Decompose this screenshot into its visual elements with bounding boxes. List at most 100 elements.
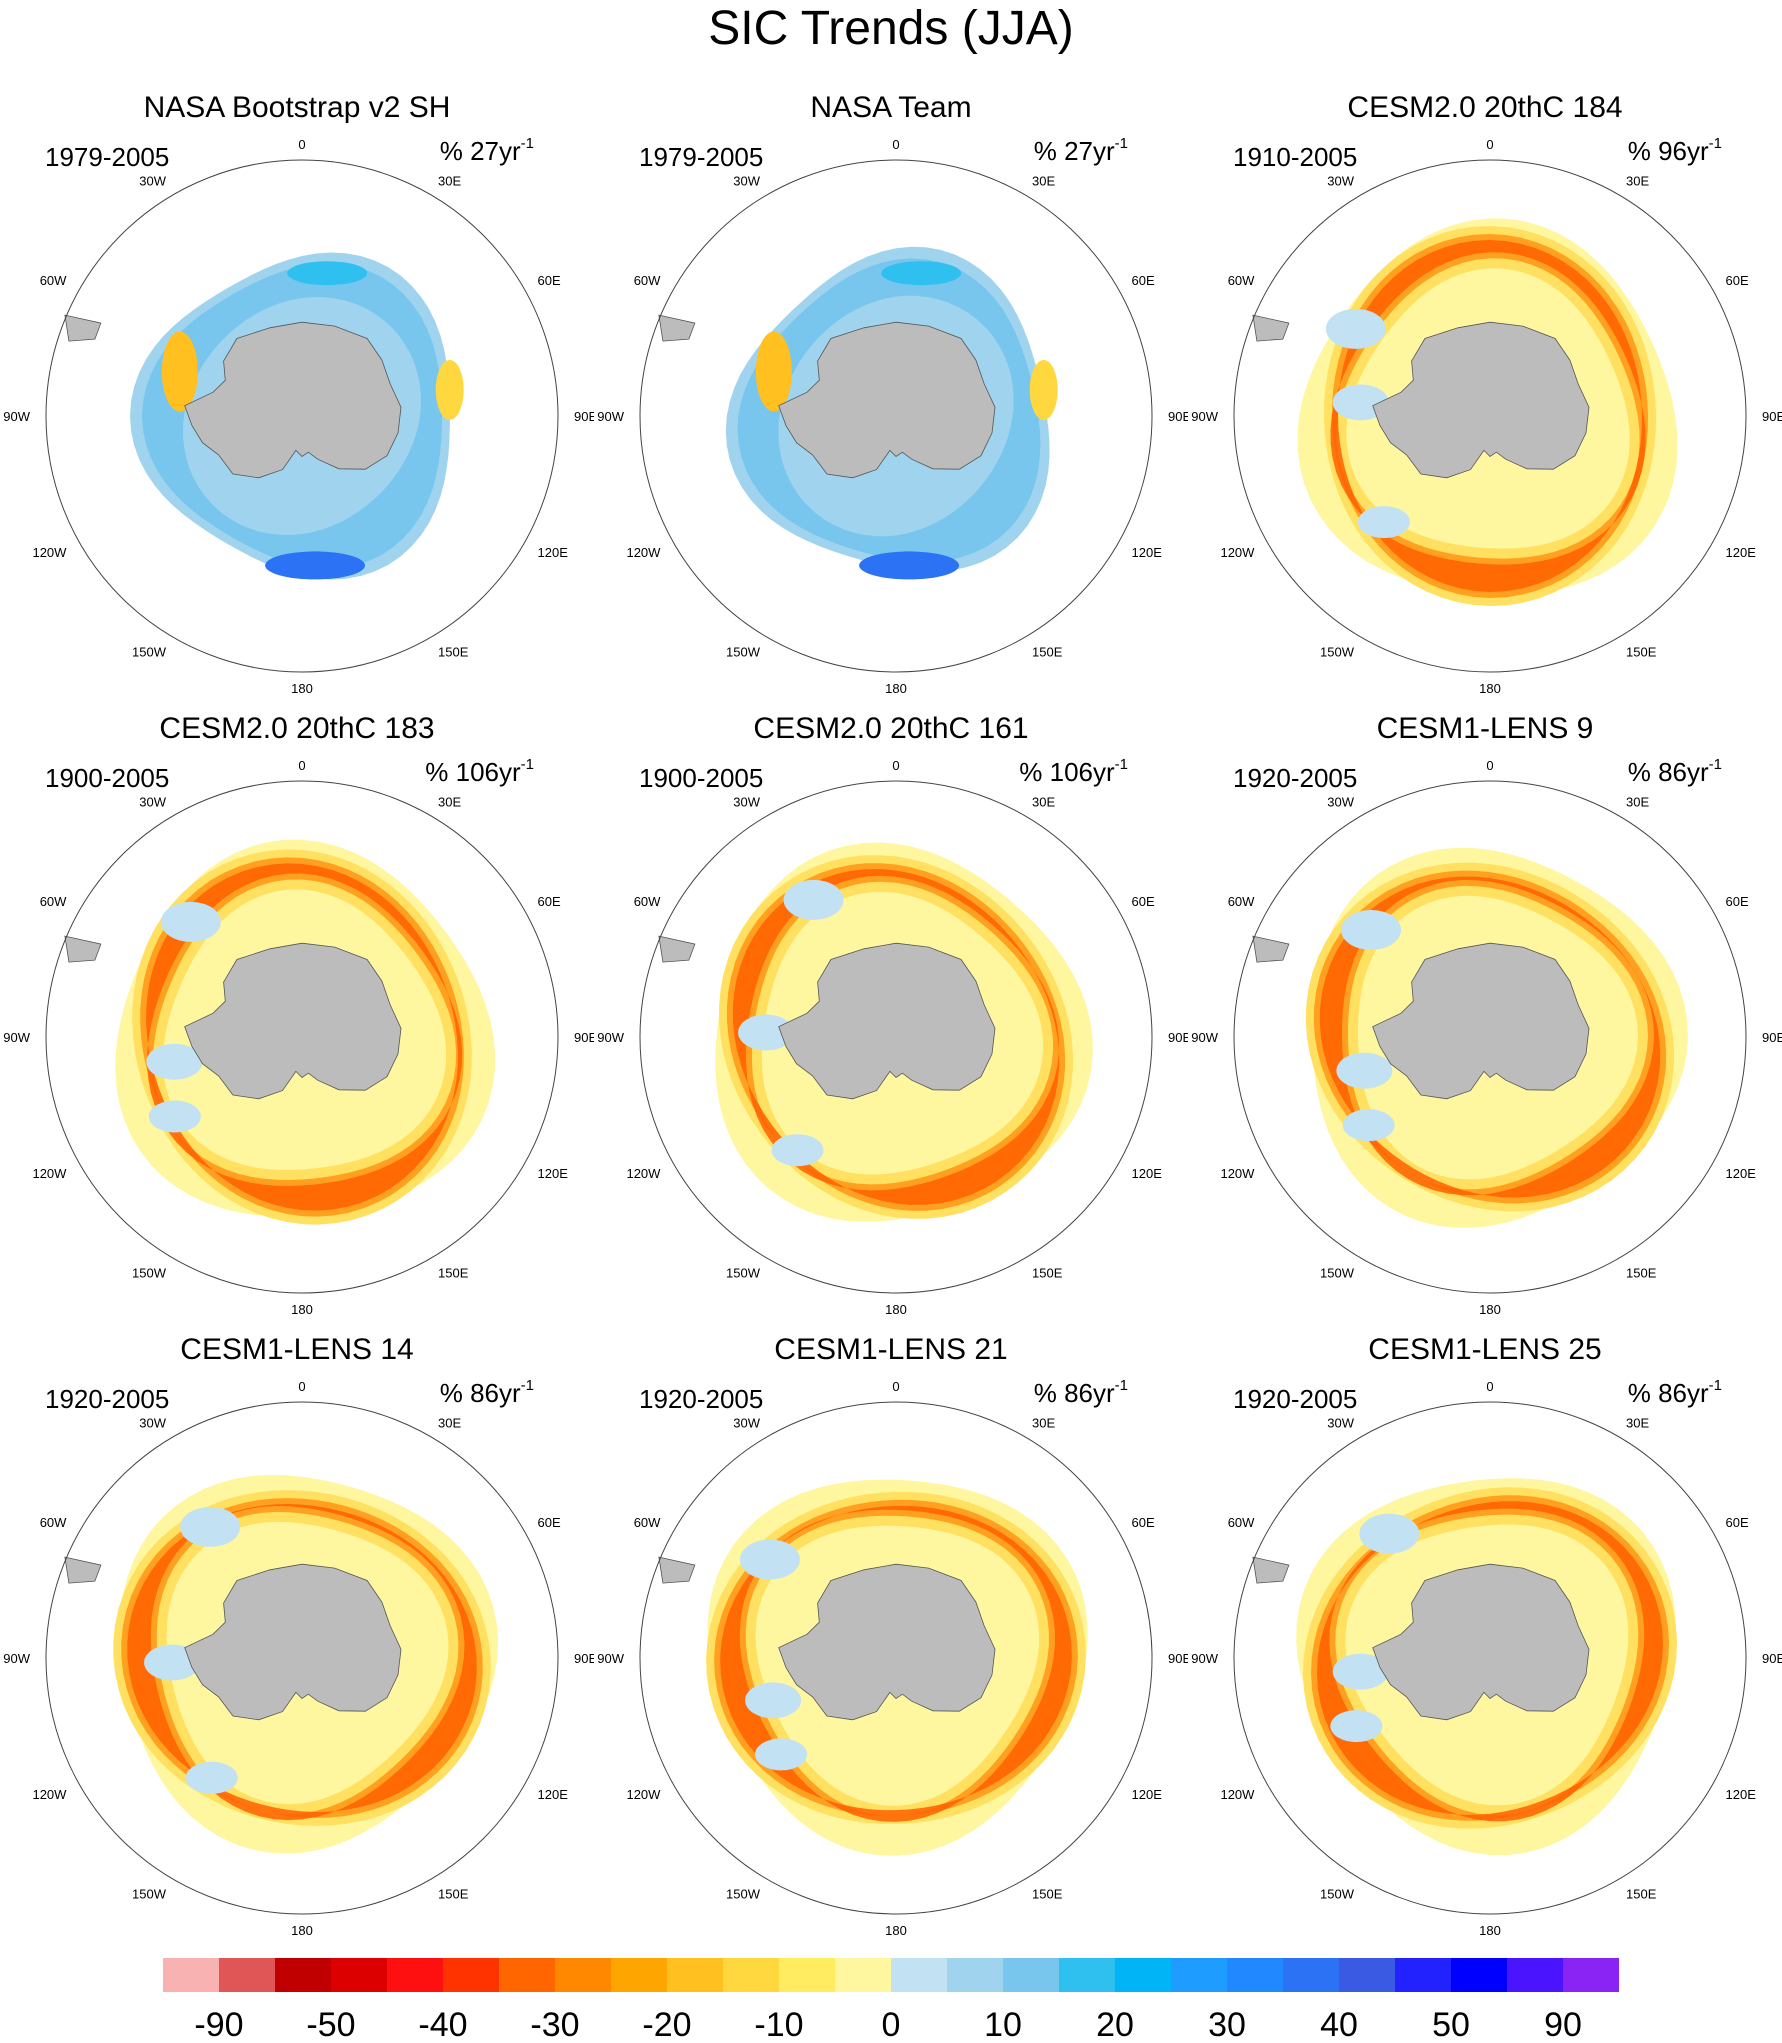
longitude-label: 30W [733,794,760,809]
longitude-label: 30W [733,1415,760,1430]
longitude-label: 150E [1626,645,1657,660]
map-panel: 0 30E 60E 90E 120E 150E 180 150W 120W 90W 60W 30W CE… [0,1332,594,1952]
longitude-label: 30W [1327,173,1354,188]
longitude-label: 150E [438,1266,469,1281]
longitude-label: 180 [885,681,907,696]
polar-map: 0 30E 60E 90E 120E 150E 180 150W 120W 90W 60W 30W [597,1379,1188,1938]
units-text: % 27yr [1033,136,1115,166]
panel-title: CESM2.0 20thC 184 [1347,91,1623,124]
longitude-label: 30W [1327,794,1354,809]
longitude-label: 60E [1726,894,1749,909]
colorbar: -90 -50 -40 -30 -20 -10 0 10 20 30 40 50 90 [163,1958,1619,2043]
colorbar-label: -10 [754,2006,803,2043]
longitude-label: 0 [298,758,305,773]
map-boundary [1233,159,1747,673]
longitude-label: 90W [3,1651,30,1666]
colorbar-swatch [1563,1958,1619,1992]
south-america-landmass [658,314,696,342]
longitude-label: 90E [1168,409,1188,424]
colorbar-label: 20 [1096,2006,1134,2043]
longitude-label: 0 [1486,758,1493,773]
units-label: % 106yr-1 [1019,757,1128,787]
units-text: % 96yr [1627,136,1709,166]
units-text: % 86yr [439,1378,521,1408]
longitude-label: 60E [1726,1515,1749,1530]
longitude-label: 180 [291,1923,313,1938]
longitude-label: 120E [1726,545,1757,560]
longitude-label: 60E [1132,273,1155,288]
map-boundary [639,1401,1153,1915]
longitude-label: 30E [1032,794,1055,809]
colorbar-label: 90 [1544,2006,1582,2043]
longitude-label: 30W [1327,1415,1354,1430]
longitude-label: 120W [1220,545,1255,560]
longitude-label: 180 [291,1302,313,1317]
south-america-landmass [658,935,696,963]
units-label: % 86yr-1 [440,1378,534,1408]
colorbar-swatch [1395,1958,1451,1992]
longitude-label: 120E [1132,545,1163,560]
longitude-label: 120W [32,1166,67,1181]
panel-title: NASA Team [810,91,972,124]
panel-title: CESM2.0 20thC 161 [753,712,1029,745]
antarctica-landmass [1372,1563,1590,1721]
panel-title: CESM1-LENS 9 [1376,712,1594,745]
south-america-landmass [64,314,102,342]
period-label: 1979-2005 [639,142,764,172]
map-boundary [639,159,1153,673]
longitude-label: 150E [1032,1887,1063,1902]
units-exponent: -1 [1708,1377,1722,1394]
south-america-landmass [658,1556,696,1584]
antarctica-landmass [778,1563,996,1721]
colorbar-swatch [275,1958,331,1992]
colorbar-label: 30 [1208,2006,1246,2043]
polar-map: 0 30E 60E 90E 120E 150E 180 150W 120W 90W 60W 30W [597,758,1188,1317]
colorbar-swatch [1451,1958,1507,1992]
longitude-label: 180 [1479,1302,1501,1317]
colorbar-swatch [667,1958,723,1992]
longitude-label: 30E [1626,794,1649,809]
longitude-label: 30W [733,173,760,188]
longitude-label: 0 [892,1379,899,1394]
units-exponent: -1 [1114,1377,1128,1394]
units-text: % 106yr [1019,757,1115,787]
period-label: 1979-2005 [45,142,170,172]
polar-map: 0 30E 60E 90E 120E 150E 180 150W 120W 90W 60W 30W [3,137,594,696]
polar-map: 0 30E 60E 90E 120E 150E 180 150W 120W 90W 60W 30W [1191,137,1782,696]
longitude-label: 90E [574,1651,594,1666]
colorbar-swatch [611,1958,667,1992]
period-label: 1920-2005 [1233,763,1358,793]
panel-grid: 0 30E 60E 90E 120E 150E 180 150W 120W 90W 60W 30W NA… [0,91,1782,1952]
longitude-label: 120W [626,545,661,560]
polar-map: 0 30E 60E 90E 120E 150E 180 150W 120W 90W 60W 30W [3,758,594,1317]
longitude-label: 180 [291,681,313,696]
map-boundary [1233,1401,1747,1915]
longitude-label: 150E [438,1887,469,1902]
colorbar-swatch [947,1958,1003,1992]
longitude-label: 180 [885,1302,907,1317]
period-label: 1920-2005 [45,1384,170,1414]
units-exponent: -1 [1114,756,1128,773]
colorbar-swatch [1171,1958,1227,1992]
map-boundary [45,780,559,1294]
longitude-label: 30W [139,1415,166,1430]
longitude-label: 30E [1032,173,1055,188]
longitude-label: 60E [538,1515,561,1530]
longitude-label: 150W [132,1266,167,1281]
colorbar-swatch [835,1958,891,1992]
longitude-label: 120E [538,1787,569,1802]
colorbar-swatch [387,1958,443,1992]
longitude-label: 30E [1626,173,1649,188]
longitude-label: 60W [1228,1515,1255,1530]
south-america-landmass [64,935,102,963]
south-america-landmass [1252,935,1290,963]
units-exponent: -1 [520,1377,534,1394]
longitude-label: 90W [3,409,30,424]
longitude-label: 30E [1032,1415,1055,1430]
units-label: % 86yr-1 [1034,1378,1128,1408]
longitude-label: 60W [40,273,67,288]
longitude-label: 120W [32,545,67,560]
units-text: % 86yr [1033,1378,1115,1408]
longitude-label: 120W [626,1787,661,1802]
polar-map: 0 30E 60E 90E 120E 150E 180 150W 120W 90W 60W 30W [1191,1379,1782,1938]
